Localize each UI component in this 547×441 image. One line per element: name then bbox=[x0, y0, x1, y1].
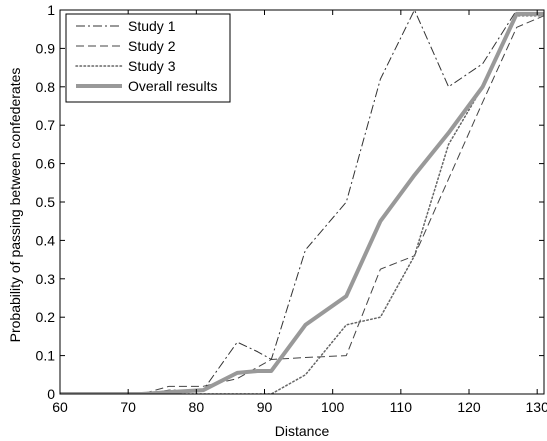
x-tick-label: 110 bbox=[390, 399, 413, 415]
y-tick-label: 0.6 bbox=[36, 156, 56, 172]
legend-label-study-3: Study 3 bbox=[128, 58, 176, 74]
y-tick-label: 0.7 bbox=[36, 117, 56, 133]
x-axis-label: Distance bbox=[275, 423, 330, 439]
series-line-study-2 bbox=[60, 15, 544, 394]
x-tick-label: 130 bbox=[526, 399, 547, 415]
x-tick-label: 60 bbox=[52, 399, 68, 415]
y-tick-label: 0.2 bbox=[36, 309, 56, 325]
y-tick-label: 0.1 bbox=[36, 348, 56, 364]
y-tick-label: 0.9 bbox=[36, 40, 56, 56]
y-tick-label: 0.5 bbox=[36, 194, 56, 210]
y-tick-label: 1 bbox=[47, 2, 55, 18]
y-tick-label: 0 bbox=[47, 386, 55, 402]
y-tick-label: 0.8 bbox=[36, 79, 56, 95]
y-axis-label: Probability of passing between confedera… bbox=[7, 68, 23, 343]
y-tick-label: 0.3 bbox=[36, 271, 56, 287]
x-tick-label: 80 bbox=[189, 399, 205, 415]
x-tick-label: 90 bbox=[257, 399, 273, 415]
axes-layer: 60 70 80 90 100 110 120 130 0 0.1 0.2 0.3 0.4 0.5 0.6 0… bbox=[36, 2, 547, 415]
series-line-overall-results bbox=[60, 11, 544, 394]
y-tick-label: 0.4 bbox=[36, 232, 56, 248]
x-tick-label: 70 bbox=[120, 399, 136, 415]
x-tick-label: 120 bbox=[457, 399, 481, 415]
series-group bbox=[60, 10, 544, 394]
legend: Study 1 Study 2 Study 3 Overall results bbox=[65, 13, 231, 103]
legend-label-study-2: Study 2 bbox=[128, 38, 176, 54]
legend-label-study-1: Study 1 bbox=[128, 18, 176, 34]
x-tick-label: 100 bbox=[321, 399, 345, 415]
legend-label-overall-results: Overall results bbox=[128, 78, 217, 94]
